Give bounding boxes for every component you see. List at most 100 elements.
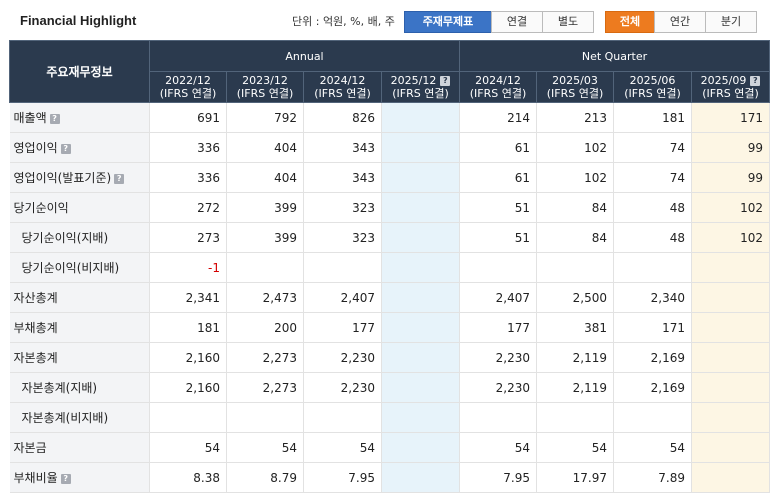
row-label: 자산총계: [13, 291, 58, 305]
value-cell: [691, 312, 770, 343]
period-toggle: 전체 연간 분기: [605, 11, 757, 33]
column-header: 2024/12 (IFRS 연결): [303, 71, 382, 103]
value-cell: 177: [303, 312, 382, 343]
table-row: 당기순이익(비지배) -1: [9, 252, 770, 283]
value-cell: 99: [691, 132, 770, 163]
value-cell: 54: [613, 432, 692, 463]
value-cell: [381, 432, 460, 463]
row-label: 부채총계: [13, 321, 58, 335]
value-cell: [381, 312, 460, 343]
column-header: 2025/06 (IFRS 연결): [613, 71, 692, 103]
value-cell: [226, 402, 304, 433]
value-cell: 2,340: [613, 282, 692, 313]
row-label: 영업이익: [13, 141, 58, 155]
column-header: 2024/12 (IFRS 연결): [459, 71, 537, 103]
column-basis: (IFRS 연결): [469, 87, 527, 100]
period-button-quarter[interactable]: 분기: [705, 11, 757, 33]
value-cell: [381, 462, 460, 493]
value-cell: 2,230: [303, 372, 382, 403]
row-label: 매출액: [13, 111, 47, 125]
value-cell: [381, 282, 460, 313]
help-icon[interactable]: ?: [49, 113, 60, 124]
value-cell: 200: [226, 312, 304, 343]
value-cell: 8.79: [226, 462, 304, 493]
value-cell: [381, 402, 460, 433]
value-cell: [381, 102, 460, 133]
table-row: 당기순이익(지배) 273 399 323 51 84 48 102: [9, 222, 770, 253]
value-cell: [691, 282, 770, 313]
value-cell: 74: [613, 162, 692, 193]
value-cell: [691, 252, 770, 283]
value-cell: 2,473: [226, 282, 304, 313]
value-cell: -1: [149, 252, 227, 283]
table-row: 당기순이익 272 399 323 51 84 48 102: [9, 192, 770, 223]
value-cell: [381, 342, 460, 373]
help-icon[interactable]: ?: [114, 173, 125, 184]
value-cell: 84: [536, 192, 614, 223]
row-label: 당기순이익(지배): [21, 231, 109, 245]
column-basis: (IFRS 연결): [392, 87, 449, 100]
value-cell: 54: [459, 432, 537, 463]
report-button-main[interactable]: 주재무제표: [404, 11, 492, 33]
help-icon[interactable]: ?: [440, 76, 451, 86]
table-row: 매출액? 691 792 826 214 213 181 171: [9, 102, 770, 133]
help-icon[interactable]: ?: [750, 76, 761, 86]
value-cell: 336: [149, 162, 227, 193]
value-cell: 2,230: [459, 342, 537, 373]
value-cell: 399: [226, 192, 304, 223]
value-cell: 7.95: [459, 462, 537, 493]
column-period: 2025/06: [629, 74, 676, 87]
column-period: 2025/12: [390, 74, 437, 87]
table-row: 영업이익? 336 404 343 61 102 74 99: [9, 132, 770, 163]
help-icon[interactable]: ?: [60, 473, 71, 484]
row-label: 자본총계(비지배): [21, 411, 109, 425]
value-cell: 102: [691, 192, 770, 223]
value-cell: 54: [149, 432, 227, 463]
value-cell: [613, 402, 692, 433]
period-button-all[interactable]: 전체: [605, 11, 655, 33]
value-cell: [536, 252, 614, 283]
value-cell: 99: [691, 162, 770, 193]
column-header: 2025/03 (IFRS 연결): [536, 71, 614, 103]
value-cell: [381, 222, 460, 253]
row-label-cell: 당기순이익: [9, 192, 150, 223]
value-cell: [691, 342, 770, 373]
value-cell: 171: [613, 312, 692, 343]
value-cell: 2,500: [536, 282, 614, 313]
value-cell: [691, 432, 770, 463]
column-period: 2023/12: [242, 74, 288, 87]
value-cell: 2,160: [149, 372, 227, 403]
value-cell: 404: [226, 132, 304, 163]
column-period: 2025/09: [700, 74, 747, 87]
row-label: 부채비율: [13, 471, 58, 485]
help-icon[interactable]: ?: [60, 143, 71, 154]
annual-group-header: Annual: [149, 40, 460, 72]
row-label: 자본총계(지배): [21, 381, 98, 395]
value-cell: 61: [459, 162, 537, 193]
row-label-cell: 영업이익?: [9, 132, 150, 163]
value-cell: 102: [536, 132, 614, 163]
column-basis: (IFRS 연결): [159, 87, 217, 100]
value-cell: 2,230: [459, 372, 537, 403]
report-button-separate[interactable]: 별도: [542, 11, 594, 33]
value-cell: 2,341: [149, 282, 227, 313]
column-period: 2022/12: [165, 74, 211, 87]
column-period: 2024/12: [475, 74, 521, 87]
report-button-consolidated[interactable]: 연결: [491, 11, 543, 33]
value-cell: 2,407: [303, 282, 382, 313]
period-button-annual[interactable]: 연간: [654, 11, 706, 33]
financial-highlight-table: 주요재무정보 Annual Net Quarter 2022/12 (IFRS 연…: [9, 40, 770, 493]
value-cell: [613, 252, 692, 283]
value-cell: [691, 402, 770, 433]
table-row: 자본총계 2,160 2,273 2,230 2,230 2,119 2,169: [9, 342, 770, 373]
row-label-cell: 자본총계(비지배): [9, 402, 150, 433]
table-row: 영업이익(발표기준)? 336 404 343 61 102 74 99: [9, 162, 770, 193]
row-label: 당기순이익: [13, 201, 69, 215]
row-label-cell: 영업이익(발표기준)?: [9, 162, 150, 193]
value-cell: [691, 462, 770, 493]
value-cell: 2,273: [226, 342, 304, 373]
value-cell: 102: [691, 222, 770, 253]
value-cell: 74: [613, 132, 692, 163]
table-corner-header: 주요재무정보: [9, 40, 150, 103]
value-cell: [536, 402, 614, 433]
